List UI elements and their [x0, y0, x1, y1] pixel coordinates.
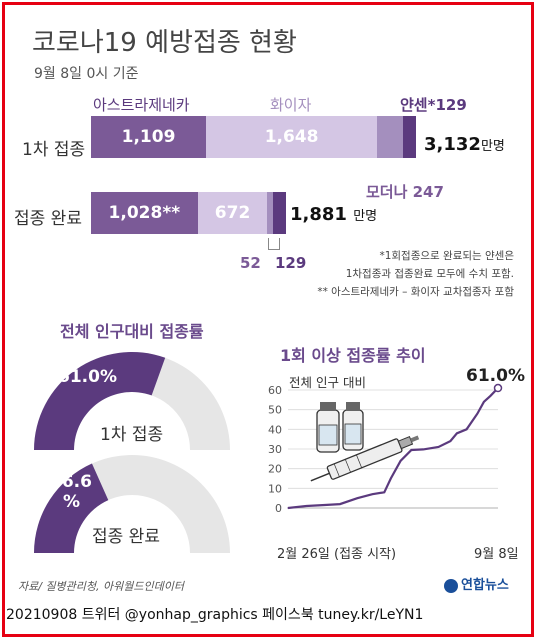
- trend-point: [483, 401, 485, 403]
- trend-point: [371, 493, 374, 495]
- trend-point: [449, 440, 451, 442]
- yonhap-logo: 연합뉴스: [444, 574, 509, 593]
- trend-point: [287, 507, 289, 509]
- source-note: 자료/ 질병관리청, 아워월드인데이터: [18, 580, 184, 593]
- connector-base: [268, 249, 280, 250]
- row-label-first: 1차 접종: [22, 140, 86, 160]
- gauge-complete-label: 접종 완료: [92, 527, 160, 547]
- total-first: 3,132만명: [424, 134, 505, 155]
- legend-janssen: 얀센*129: [400, 96, 467, 114]
- label-complete-janssen: 129: [275, 254, 307, 272]
- connector-52: [268, 238, 269, 250]
- legend-moderna: 모더나 247: [366, 183, 444, 201]
- label-complete-moderna: 52: [240, 254, 261, 272]
- y-tick-label: 10: [268, 482, 282, 495]
- trend-point: [390, 477, 392, 480]
- rate-title: 전체 인구대비 접종률: [60, 322, 204, 341]
- trend-point: [383, 491, 385, 493]
- note-1a: *1회접종으로 완료되는 얀센은: [379, 250, 514, 262]
- y-tick-label: 20: [268, 463, 282, 476]
- trend-point: [399, 460, 402, 462]
- first-segment-pfizer: 1,648: [206, 116, 378, 158]
- page-title: 코로나19 예방접종 현황: [32, 28, 297, 58]
- trend-point: [410, 449, 413, 451]
- gauge-first-dose: [34, 352, 230, 450]
- gauge-first-label: 1차 접종: [100, 425, 164, 445]
- trend-point: [339, 503, 341, 505]
- trend-point: [422, 448, 424, 450]
- trend-point: [466, 428, 468, 430]
- gauge-first-fill: [34, 352, 166, 450]
- y-tick-label: 30: [268, 443, 282, 456]
- total-complete-value: 1,881: [290, 204, 347, 225]
- logo-text: 연합뉴스: [461, 578, 509, 593]
- vaccine-vials-illustration: [316, 402, 364, 453]
- total-first-unit: 만명: [480, 139, 505, 154]
- connector-129: [279, 238, 280, 250]
- syringe-illustration: [310, 435, 420, 482]
- total-first-value: 3,132: [424, 134, 481, 155]
- gauge-complete-percent: %: [63, 492, 81, 512]
- complete-segment-az: 1,028**: [91, 192, 198, 234]
- first-segment-moderna: [377, 116, 403, 158]
- y-tick-label: 60: [268, 384, 282, 397]
- total-complete: 1,881 만명: [290, 204, 377, 225]
- trend-point: [305, 505, 308, 507]
- legend-pfizer: 화이자: [270, 96, 312, 114]
- trend-x-start: 2월 26일 (접종 시작): [277, 547, 397, 562]
- complete-segment-janssen: [272, 192, 287, 234]
- row-label-complete: 접종 완료: [14, 209, 82, 229]
- y-tick-label: 0: [275, 502, 282, 515]
- trend-point: [489, 395, 492, 397]
- trend-chart: 0 10 20 30 40 50 60: [268, 383, 503, 515]
- gauge-complete: [34, 455, 230, 553]
- first-segment-az: 1,109: [91, 116, 207, 158]
- gauge-complete-fill: [34, 463, 109, 553]
- trend-end-label: 61.0%: [466, 366, 525, 386]
- trend-end-point: [493, 383, 503, 393]
- note-2: ** 아스트라제네카 – 화이자 교차접종자 포함: [317, 286, 514, 298]
- trend-point: [476, 413, 479, 415]
- total-complete-unit: 만명: [353, 209, 378, 224]
- date-label: 9월 8일 0시 기준: [34, 66, 139, 82]
- footer-credits: 20210908 트위터 @yonhap_graphics 페이스북 tuney…: [6, 607, 424, 623]
- trend-title: 1회 이상 접종률 추이: [280, 346, 426, 365]
- trend-point: [356, 497, 358, 499]
- trend-point: [437, 446, 440, 448]
- first-segment-janssen: [402, 116, 417, 158]
- gauge-complete-value: 36.6: [50, 472, 92, 492]
- trend-ylabel: 전체 인구 대비: [289, 375, 366, 390]
- complete-segment-moderna: [267, 192, 273, 234]
- y-tick-label: 40: [268, 423, 282, 436]
- legend-astrazeneca: 아스트라제네카: [93, 96, 190, 114]
- trend-x-end: 9월 8일: [474, 547, 519, 562]
- y-tick-label: 50: [268, 404, 282, 417]
- gauge-first-value: 61.0%: [58, 367, 117, 387]
- trend-point: [456, 432, 458, 434]
- note-1b: 1차접종과 접종완료 모두에 수치 포함.: [345, 268, 514, 280]
- gauges: [34, 352, 230, 553]
- trend-point: [324, 504, 326, 506]
- logo-icon: [444, 578, 458, 593]
- complete-segment-pfizer: 672: [197, 192, 268, 234]
